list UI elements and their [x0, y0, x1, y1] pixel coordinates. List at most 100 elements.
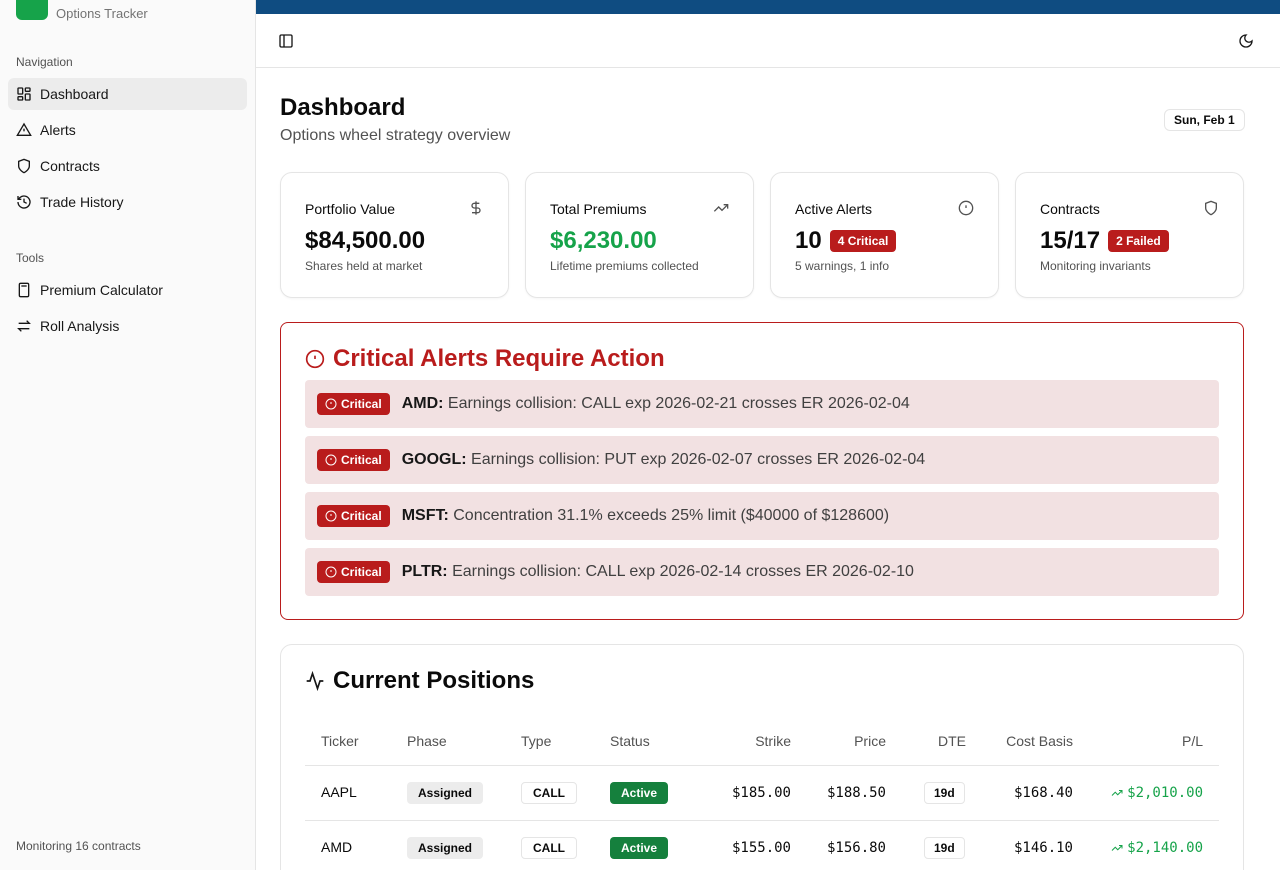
sidebar-item-label: Premium Calculator: [40, 282, 163, 298]
cell-price: $156.80: [826, 840, 886, 856]
stat-value: 10: [795, 227, 822, 254]
theme-toggle-button[interactable]: [1232, 27, 1260, 55]
stat-value: 15/17: [1040, 227, 1101, 254]
alert-detail: Earnings collision: CALL exp 2026-02-21 …: [447, 395, 910, 412]
phase-badge: Assigned: [407, 837, 484, 859]
sidebar-item-dashboard[interactable]: Dashboard: [8, 78, 247, 110]
sidebar-item-contracts[interactable]: Contracts: [8, 150, 247, 182]
alert-message: MSFT: Concentration 31.1% exceeds 25% li…: [402, 507, 889, 525]
trending-up-icon: [713, 200, 729, 216]
stat-card-portfolio-value: Portfolio Value $84,500.00 Shares held a…: [280, 172, 509, 298]
stat-card-contracts: Contracts 15/17 2 Failed Monitoring inva…: [1015, 172, 1244, 298]
stat-card-active-alerts: Active Alerts 10 4 Critical 5 warnings, …: [770, 172, 999, 298]
grid-icon: [16, 86, 32, 102]
failed-count-badge: 2 Failed: [1108, 230, 1169, 252]
alert-detail: Earnings collision: CALL exp 2026-02-14 …: [452, 563, 914, 580]
critical-badge-label: Critical: [341, 453, 382, 467]
sidebar-item-label: Dashboard: [40, 86, 109, 102]
sidebar-item-label: Trade History: [40, 194, 124, 210]
stat-title: Total Premiums: [550, 201, 647, 217]
trending-up-icon: [1111, 790, 1123, 796]
stat-title: Active Alerts: [795, 201, 873, 217]
alert-ticker: GOOGL:: [401, 451, 467, 468]
cell-price: $188.50: [826, 785, 886, 801]
type-badge: CALL: [521, 837, 577, 859]
stat-description: 5 warnings, 1 info: [795, 259, 890, 273]
page-title: Dashboard: [280, 94, 406, 121]
alert-message: GOOGL: Earnings collision: PUT exp 2026-…: [402, 451, 926, 469]
phase-badge: Assigned: [407, 782, 484, 804]
column-header-dte[interactable]: DTE: [938, 733, 966, 749]
cell-strike: $185.00: [731, 785, 791, 801]
stat-description: Lifetime premiums collected: [550, 259, 699, 273]
stat-value-row: 15/17 2 Failed: [1040, 227, 1169, 255]
browser-top-bar: [0, 0, 1280, 14]
column-header-strike[interactable]: Strike: [755, 733, 791, 749]
stat-value: $6,230.00: [550, 227, 657, 254]
cell-ticker: AAPL: [321, 784, 357, 800]
alert-circle-icon: [325, 566, 337, 578]
sidebar-item-roll-analysis[interactable]: Roll Analysis: [8, 310, 247, 342]
sidebar-item-trade-history[interactable]: Trade History: [8, 186, 247, 218]
critical-badge-label: Critical: [341, 565, 382, 579]
alert-circle-icon: [325, 454, 337, 466]
column-header-type[interactable]: Type: [521, 733, 552, 749]
top-header: [256, 14, 1280, 68]
date-badge: Sun, Feb 1: [1164, 109, 1245, 131]
cell-cost-basis: $146.10: [1013, 840, 1073, 856]
cell-cost-basis: $168.40: [1013, 785, 1073, 801]
critical-count-badge: 4 Critical: [829, 230, 897, 252]
critical-alerts-title: Critical Alerts Require Action: [333, 345, 665, 372]
app-logo: [16, 0, 48, 20]
sidebar-item-premium-calculator[interactable]: Premium Calculator: [8, 274, 247, 306]
cell-strike: $155.00: [731, 840, 791, 856]
column-header-status[interactable]: Status: [610, 733, 650, 749]
cell-pl: $2,010.00: [1073, 785, 1203, 801]
critical-alerts-heading: Critical Alerts Require Action: [305, 345, 665, 373]
alert-detail: Concentration 31.1% exceeds 25% limit ($…: [453, 507, 890, 524]
sidebar-item-alerts[interactable]: Alerts: [8, 114, 247, 146]
shield-icon: [16, 158, 32, 174]
column-header-price[interactable]: Price: [854, 733, 886, 749]
navigation-section-label: Navigation: [16, 55, 73, 69]
alert-ticker: MSFT:: [401, 507, 449, 524]
alert-detail: Earnings collision: PUT exp 2026-02-07 c…: [471, 451, 926, 468]
column-header-ticker[interactable]: Ticker: [321, 733, 359, 749]
stat-title: Contracts: [1040, 201, 1100, 217]
sidebar-footer-status: Monitoring 16 contracts: [16, 839, 141, 853]
sidebar-toggle-button[interactable]: [272, 27, 300, 55]
sidebar-item-label: Roll Analysis: [40, 318, 120, 334]
critical-alert-row[interactable]: Critical MSFT: Concentration 31.1% excee…: [305, 492, 1219, 540]
column-header-phase[interactable]: Phase: [407, 733, 447, 749]
tools-section-label: Tools: [16, 251, 45, 265]
brand[interactable]: Options Tracker: [16, 0, 148, 21]
sidebar-toggle-icon: [278, 33, 294, 49]
critical-alert-row[interactable]: Critical GOOGL: Earnings collision: PUT …: [305, 436, 1219, 484]
alert-circle-icon: [958, 200, 974, 216]
column-header-pl[interactable]: P/L: [1181, 733, 1203, 749]
alert-message: AMD: Earnings collision: CALL exp 2026-0…: [402, 395, 910, 413]
dollar-icon: [468, 200, 484, 216]
row-divider: [305, 820, 1219, 821]
current-positions-card: Current Positions Ticker Phase Type Stat…: [280, 644, 1244, 870]
critical-alert-row[interactable]: Critical AMD: Earnings collision: CALL e…: [305, 380, 1219, 428]
pl-value: $2,010.00: [1127, 785, 1203, 801]
alert-message: PLTR: Earnings collision: CALL exp 2026-…: [402, 563, 914, 581]
trending-up-icon: [1111, 845, 1123, 851]
alert-circle-icon: [325, 510, 337, 522]
critical-badge-label: Critical: [341, 397, 382, 411]
app-subtitle: Options Tracker: [56, 6, 148, 21]
shield-icon: [1203, 200, 1219, 216]
moon-icon: [1238, 33, 1254, 49]
stat-card-total-premiums: Total Premiums $6,230.00 Lifetime premiu…: [525, 172, 754, 298]
sidebar-item-label: Contracts: [40, 158, 100, 174]
alert-ticker: PLTR:: [401, 563, 448, 580]
current-positions-heading: Current Positions: [305, 667, 534, 695]
cell-pl: $2,140.00: [1073, 840, 1203, 856]
alert-circle-icon: [325, 398, 337, 410]
critical-alert-row[interactable]: Critical PLTR: Earnings collision: CALL …: [305, 548, 1219, 596]
page-subtitle: Options wheel strategy overview: [280, 127, 511, 144]
sidebar: Options Tracker Navigation Dashboard Ale…: [0, 0, 256, 870]
column-header-cost-basis[interactable]: Cost Basis: [1006, 733, 1073, 749]
calculator-icon: [16, 282, 32, 298]
